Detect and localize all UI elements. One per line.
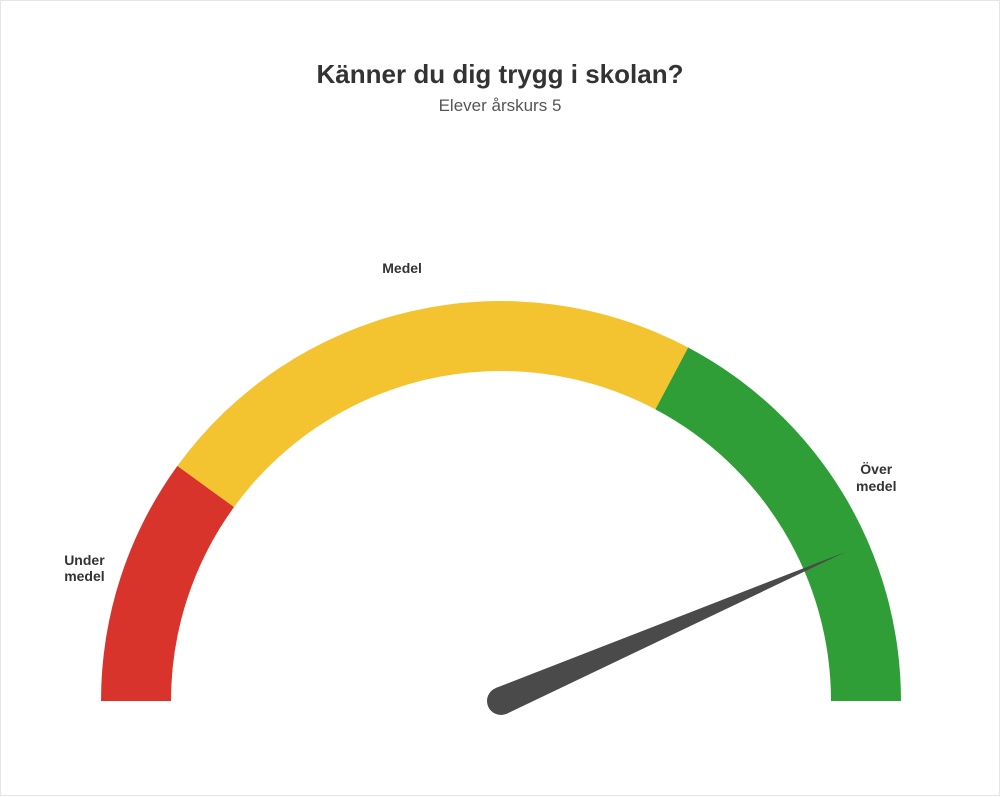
segment-label-under: Undermedel [44,552,124,586]
needle-pointer [495,552,845,714]
segment-label-over: Övermedel [836,461,916,495]
gauge-needle [487,552,845,715]
gauge-svg [1,1,1000,797]
gauge-segment-over [655,347,901,701]
needle-hub [487,687,515,715]
gauge-card: { "title": "Känner du dig trygg i skolan… [0,0,1000,796]
gauge-segment-medel [177,301,688,507]
segment-label-medel: Medel [362,260,442,277]
gauge-arcs [101,301,901,701]
